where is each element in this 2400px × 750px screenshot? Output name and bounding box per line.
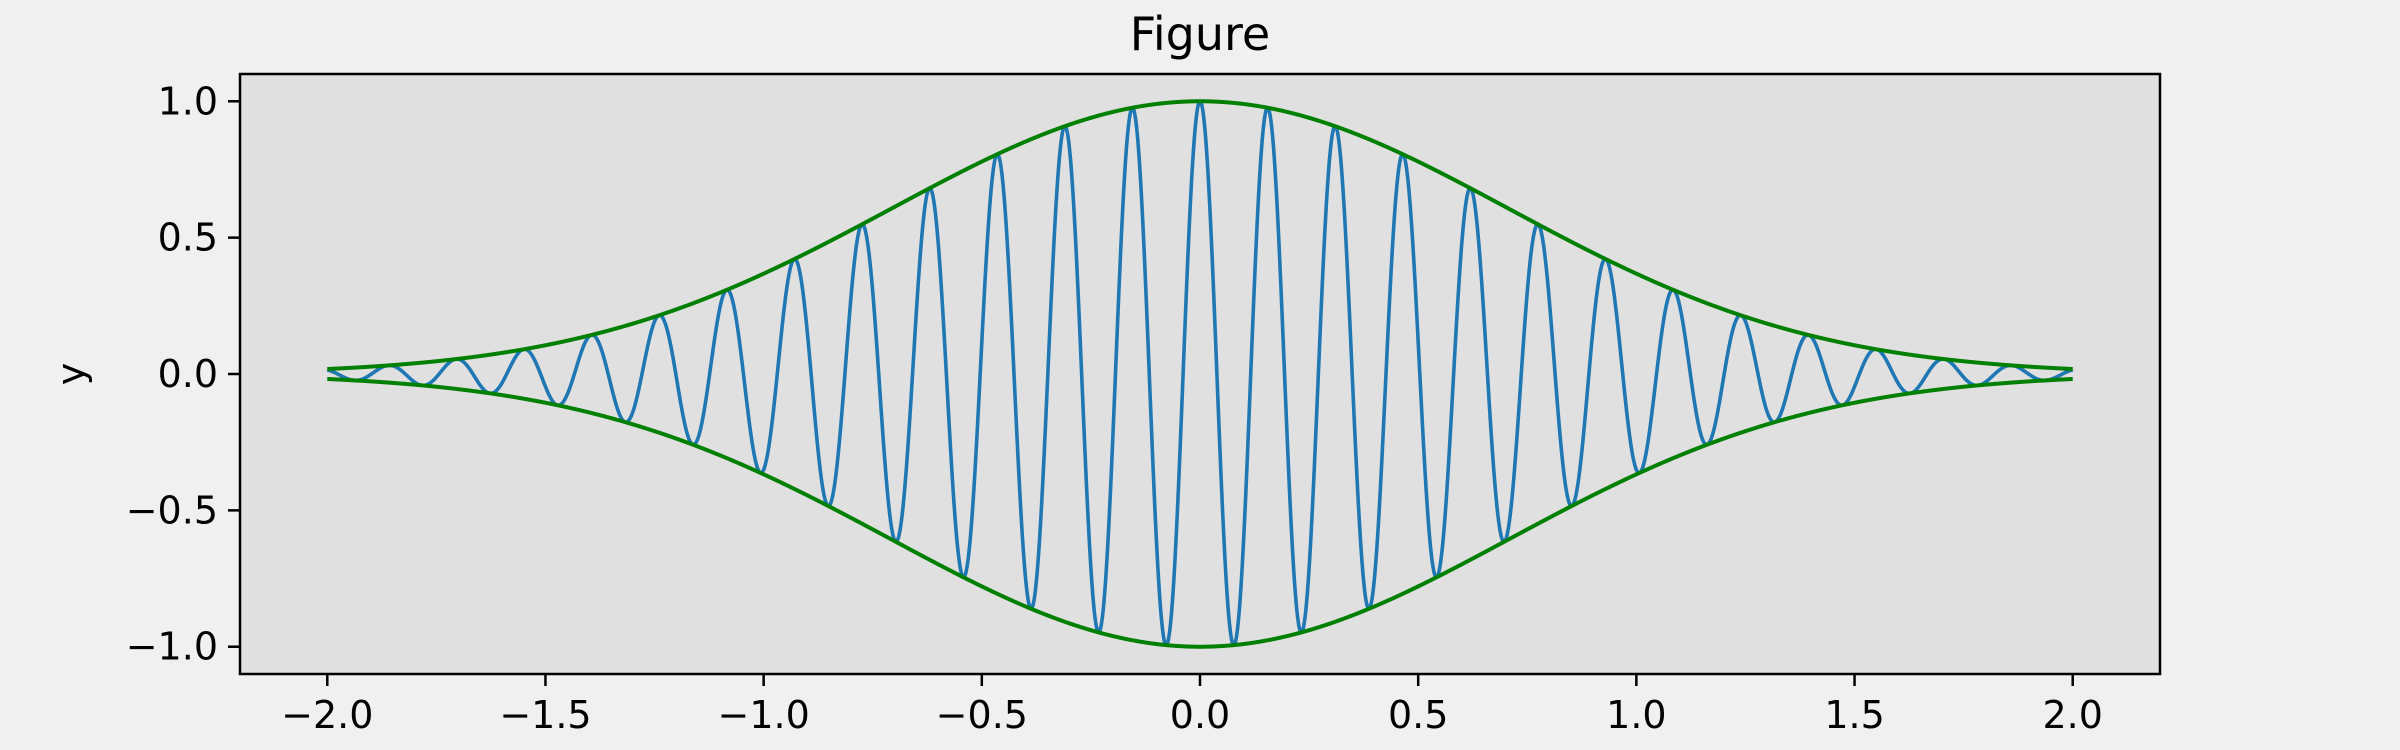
x-tick-label: 0.5 [1388,693,1448,737]
x-tick-label: 1.0 [1606,693,1666,737]
x-tick-label: −1.0 [717,693,809,737]
x-tick-label: 1.5 [1824,693,1884,737]
series-line-upper-envelope [325,99,2075,371]
y-tick-label: −1.0 [126,625,218,669]
series-layer [325,99,2075,649]
y-axis-label: y [49,363,93,386]
x-axis: −2.0 −1.5 −1.0 −0.5 0.0 0.5 1.0 1.5 2.0 [281,674,2103,737]
x-tick-label: 2.0 [2043,693,2103,737]
y-axis: 1.0 0.5 0.0 −0.5 −1.0 [126,79,240,669]
plot-area [240,74,2160,674]
series-line-lower-envelope [325,377,2075,649]
x-tick-label: −0.5 [936,693,1028,737]
y-tick-label: 1.0 [158,79,218,123]
x-tick-label: −1.5 [499,693,591,737]
y-tick-label: 0.0 [158,352,218,396]
y-tick-label: −0.5 [126,488,218,532]
x-tick-label: −2.0 [281,693,373,737]
x-tick-label: 0.0 [1170,693,1230,737]
chart-title: Figure [1130,7,1270,61]
y-tick-label: 0.5 [158,216,218,260]
